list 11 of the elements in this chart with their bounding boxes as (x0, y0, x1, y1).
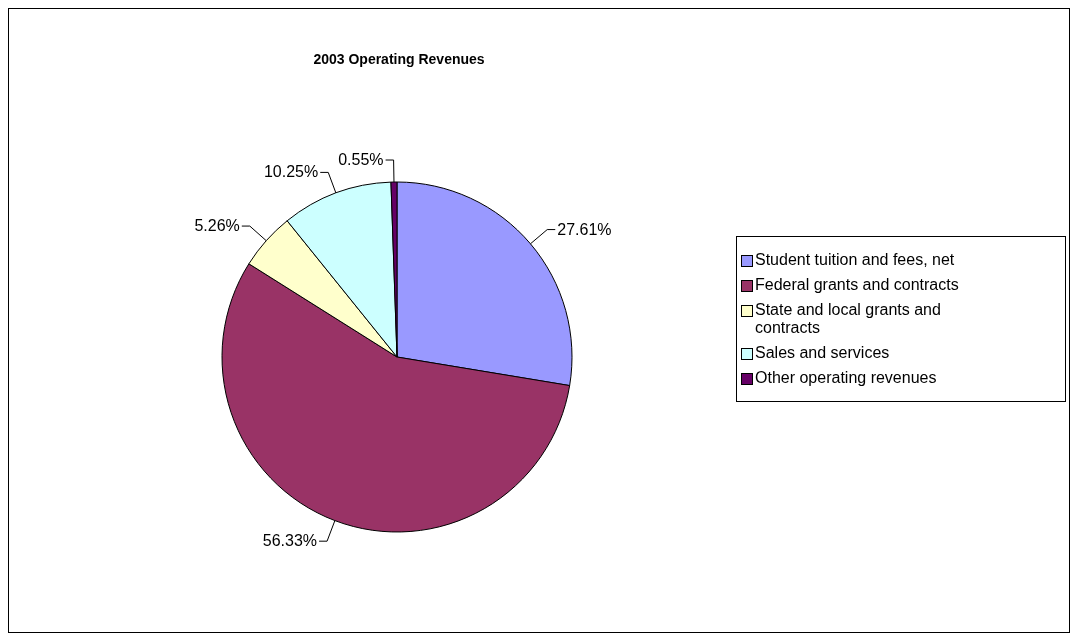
legend-label: Sales and services (755, 344, 890, 362)
data-label: 5.26% (194, 217, 240, 235)
data-label: 0.55% (338, 151, 384, 169)
legend-label: Federal grants and contracts (755, 276, 959, 294)
legend-label: Other operating revenues (755, 369, 937, 387)
data-label: 56.33% (262, 532, 318, 550)
data-label: 27.61% (557, 220, 612, 238)
data-label: 10.25% (263, 163, 319, 181)
chart-title: 2003 Operating Revenues (312, 51, 486, 67)
legend-label: State and local grants and contracts (755, 301, 942, 337)
legend-label: Student tuition and fees, net (755, 251, 955, 269)
